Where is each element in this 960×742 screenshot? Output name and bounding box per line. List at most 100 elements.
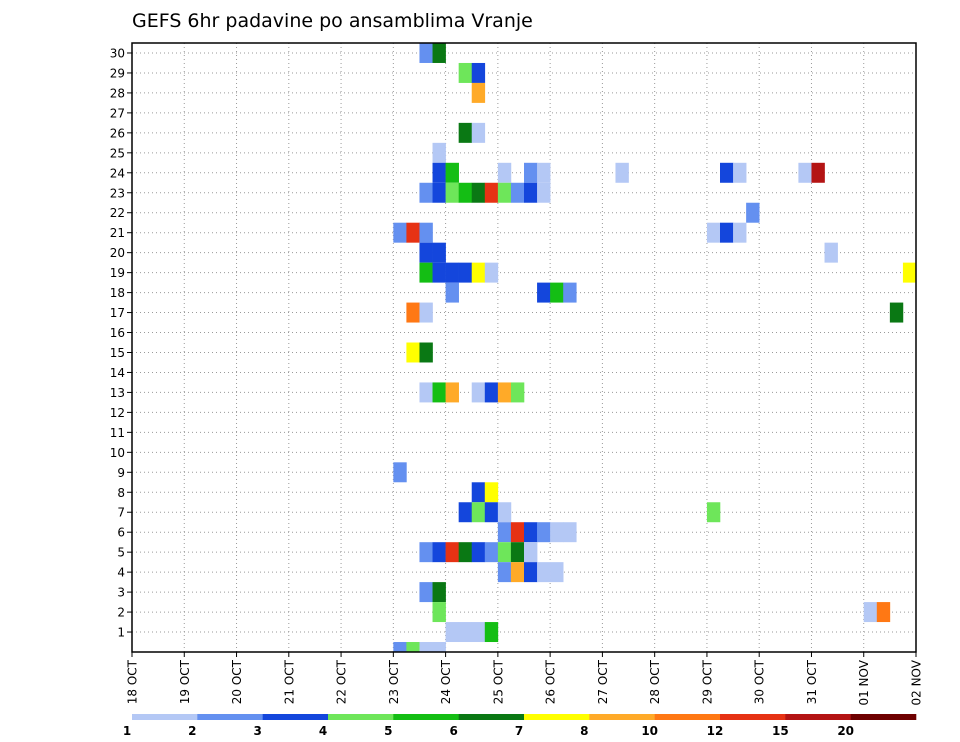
heatmap-cell [445, 622, 459, 643]
legend-label: 6 [449, 724, 457, 738]
heatmap-cell [445, 542, 459, 563]
heatmap-cell [497, 162, 512, 183]
heatmap-cell [537, 522, 551, 543]
y-tick-label: 17 [110, 306, 125, 320]
x-tick-label: 02 NOV [910, 659, 924, 705]
heatmap-cell [524, 562, 538, 583]
legend-label: 12 [707, 724, 724, 738]
heatmap-cell [432, 162, 446, 183]
x-tick-label: 01 NOV [857, 659, 871, 705]
legend-swatch [850, 714, 917, 720]
legend-swatch [458, 714, 525, 720]
heatmap-cell [811, 162, 825, 183]
y-tick-label: 7 [117, 506, 125, 520]
heatmap-cell [889, 302, 904, 323]
y-tick-label: 13 [110, 386, 125, 400]
heatmap-cell [471, 262, 486, 283]
heatmap-cell [445, 162, 459, 183]
legend-label: 4 [319, 724, 327, 738]
legend-swatch [589, 714, 655, 720]
legend-label: 3 [253, 724, 261, 738]
heatmap-cell [432, 262, 446, 283]
heatmap-cells [393, 43, 917, 652]
y-tick-label: 23 [110, 186, 125, 200]
heatmap-cell [432, 43, 446, 63]
heatmap-cell [406, 302, 420, 323]
y-tick-label: 22 [110, 206, 125, 220]
heatmap-cell [733, 162, 747, 183]
y-tick-label: 12 [110, 406, 125, 420]
heatmap-cell [497, 182, 512, 203]
x-tick-label: 20 OCT [230, 659, 244, 704]
y-tick-label: 1 [117, 626, 125, 640]
axis-ticks: 1234567891011121314151617181920212223242… [110, 46, 924, 705]
heatmap-cell [432, 582, 446, 603]
y-tick-label: 11 [110, 426, 125, 440]
y-tick-label: 2 [117, 606, 125, 620]
legend-label: 1 [123, 724, 131, 738]
heatmap-cell [497, 522, 512, 543]
legend-swatch [132, 714, 198, 720]
x-tick-label: 26 OCT [544, 659, 558, 704]
heatmap-cell [458, 262, 473, 283]
heatmap-cell [432, 642, 446, 652]
heatmap-cell [445, 182, 459, 203]
heatmap-cell [524, 182, 538, 203]
heatmap-cell [393, 222, 407, 243]
heatmap-cell [497, 542, 512, 563]
heatmap-cell [510, 562, 525, 583]
heatmap-cell [798, 162, 812, 183]
heatmap-cell [706, 502, 721, 523]
heatmap-cell [406, 222, 420, 243]
y-tick-label: 16 [110, 326, 125, 340]
heatmap-cell [510, 182, 525, 203]
heatmap-cell [471, 502, 486, 523]
plot-frame [131, 42, 917, 653]
x-tick-label: 18 OCT [126, 659, 140, 704]
heatmap-cell [419, 582, 433, 603]
legend-label: 20 [837, 724, 854, 738]
heatmap-cell [419, 222, 433, 243]
chart-title: GEFS 6hr padavine po ansamblima Vranje [132, 10, 533, 32]
y-tick-label: 6 [117, 526, 125, 540]
y-tick-label: 26 [110, 126, 125, 140]
y-tick-label: 14 [110, 366, 125, 380]
y-tick-label: 20 [110, 246, 125, 260]
heatmap-cell [484, 502, 499, 523]
heatmap-cell [484, 182, 499, 203]
legend-swatch [785, 714, 851, 720]
x-tick-label: 24 OCT [439, 659, 453, 704]
heatmap-cell [863, 602, 878, 623]
heatmap-cell [484, 262, 499, 283]
legend-swatch [393, 714, 459, 720]
heatmap-cell [445, 382, 459, 403]
heatmap-cell [471, 382, 486, 403]
heatmap-cell [550, 562, 564, 583]
heatmap-cell [824, 242, 838, 263]
heatmap-cell [432, 142, 446, 163]
legend-label: 10 [641, 724, 658, 738]
heatmap-cell [406, 642, 420, 652]
y-tick-label: 3 [117, 586, 125, 600]
heatmap-cell [419, 642, 433, 652]
heatmap-cell [615, 162, 629, 183]
heatmap-cell [432, 542, 446, 563]
heatmap-cell [720, 222, 734, 243]
heatmap-cell [471, 482, 486, 503]
heatmap-cell [537, 182, 551, 203]
heatmap-cell [706, 222, 721, 243]
y-tick-label: 28 [110, 86, 125, 100]
legend-swatch [328, 714, 394, 720]
heatmap-cell [471, 182, 486, 203]
heatmap-cell [406, 342, 420, 363]
x-tick-label: 25 OCT [491, 659, 505, 704]
heatmap-cell [393, 642, 407, 652]
heatmap-cell [471, 542, 486, 563]
heatmap-cell [445, 262, 459, 283]
heatmap-cell [484, 382, 499, 403]
legend-label: 7 [515, 724, 523, 738]
heatmap-cell [471, 122, 486, 143]
heatmap-cell [458, 622, 473, 643]
heatmap-cell [563, 282, 577, 303]
heatmap-cell [524, 542, 538, 563]
